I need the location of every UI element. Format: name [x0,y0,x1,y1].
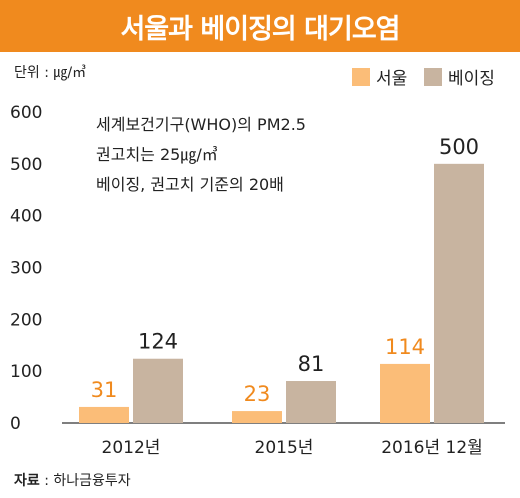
y-tick-label: 200 [10,310,42,330]
annotation-line: 권고치는 25㎍/㎥ [96,145,218,164]
legend-label-seoul: 서울 [376,69,407,89]
annotation-line: 세계보건기구(WHO)의 PM2.5 [96,115,306,134]
source-note: 자료 : 하나금융투자 [14,470,131,490]
source-value: 하나금융투자 [53,473,131,489]
legend-label-beijing: 베이징 [448,69,495,89]
annotation-line: 베이징, 권고치 기준의 20배 [96,175,284,194]
y-tick-label: 0 [10,414,21,434]
y-tick-label: 300 [10,259,42,279]
legend-swatch-beijing [424,68,442,86]
bar-seoul [232,411,282,423]
chart-title: 서울과 베이징의 대기오염 [120,13,400,45]
bar-value-label: 81 [298,352,325,376]
unit-label: 단위 : ㎍/㎥ [14,65,86,81]
bar-beijing [133,358,183,423]
bar-value-label: 500 [439,135,479,159]
y-tick-label: 500 [10,155,42,175]
chart: 단위 : ㎍/㎥ 0 100 200 300 400 500 600 서울 베이징 31 124 201… [10,65,505,458]
x-tick-label: 2015년 [255,438,314,458]
source-label: 자료 [14,473,40,489]
x-tick-label: 2012년 [102,438,161,458]
legend-swatch-seoul [352,68,370,86]
title-bar: 서울과 베이징의 대기오염 [0,0,520,52]
x-tick-label: 2016년 12월 [381,438,483,458]
y-tick-label: 400 [10,207,42,227]
bar-seoul [380,363,430,423]
bar-seoul [79,406,129,423]
bar-beijing [434,163,484,423]
bar-value-label: 23 [244,382,271,406]
bar-value-label: 124 [138,330,178,354]
bar-value-label: 31 [91,378,118,402]
y-tick-label: 600 [10,103,42,123]
bar-value-label: 114 [385,335,425,359]
bar-beijing [286,381,336,423]
y-tick-label: 100 [10,362,42,382]
source-separator: : [39,473,54,489]
